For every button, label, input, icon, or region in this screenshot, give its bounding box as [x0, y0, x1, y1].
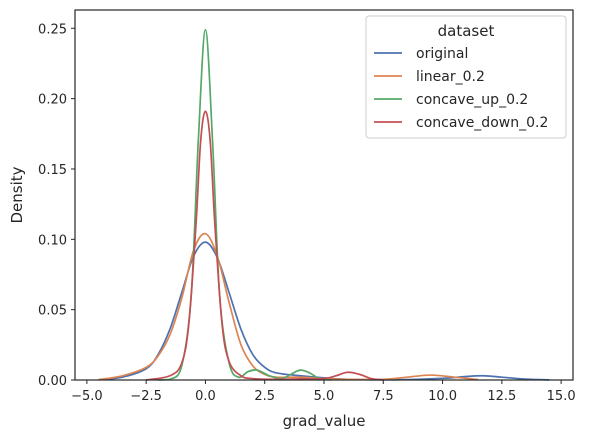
y-axis-label: Density [8, 166, 26, 223]
legend-entry-label: concave_up_0.2 [416, 92, 528, 108]
y-tick-label: 0.20 [38, 93, 67, 108]
y-axis-ticks: 0.00 0.05 0.10 0.15 0.20 0.25 [38, 22, 75, 389]
series-layer [98, 28, 550, 381]
x-tick-label: 2.5 [254, 389, 275, 404]
legend-entry-label: original [416, 46, 468, 62]
x-tick-label: 5.0 [314, 389, 335, 404]
x-tick-label: 0.0 [195, 389, 216, 404]
series-line-concave-up-0-2 [157, 28, 332, 381]
y-tick-label: 0.00 [38, 374, 67, 389]
x-tick-label: 10.0 [428, 389, 457, 404]
y-tick-label: 0.15 [38, 163, 67, 178]
x-tick-label: −5.0 [71, 389, 103, 404]
x-tick-label: −2.5 [130, 389, 162, 404]
x-axis-label: grad_value [283, 412, 366, 431]
y-tick-label: 0.05 [38, 304, 67, 319]
legend-entry-label: linear_0.2 [416, 69, 485, 85]
x-tick-label: 7.5 [373, 389, 394, 404]
y-tick-label: 0.10 [38, 233, 67, 248]
series-line-original [98, 241, 550, 381]
legend-box [365, 15, 567, 139]
x-axis-ticks: −5.0 −2.5 0.0 2.5 5.0 7.5 10.0 12.5 15.0 [71, 380, 576, 404]
legend-entry-label: concave_down_0.2 [416, 115, 548, 131]
x-tick-label: 12.5 [487, 389, 516, 404]
y-tick-label: 0.25 [38, 22, 67, 37]
series-line-concave-down-0-2 [145, 110, 384, 381]
series-line-linear-0-2 [98, 232, 479, 381]
legend-title: dataset [438, 22, 495, 40]
x-tick-label: 15.0 [547, 389, 576, 404]
legend: dataset original linear_0.2 concave_up_0.2… [365, 15, 567, 139]
